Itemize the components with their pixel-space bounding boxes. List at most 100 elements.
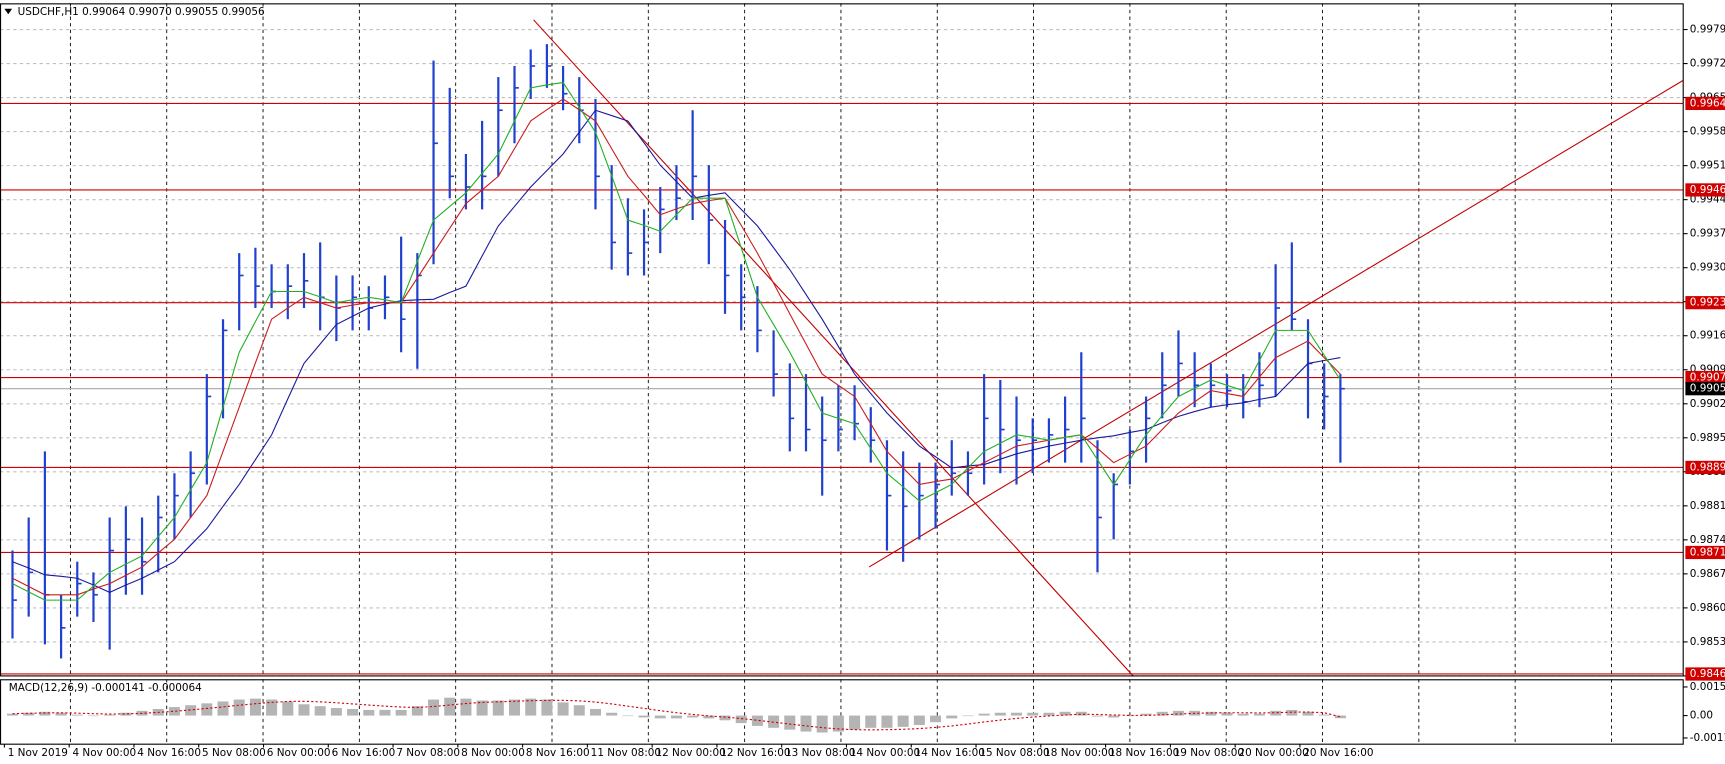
macd-bar [1302, 711, 1314, 716]
macd-bar [1172, 710, 1184, 716]
level-label-box [1685, 460, 1725, 475]
macd-bar [1011, 712, 1023, 716]
x-tick-label: 7 Nov 08:00 [396, 747, 460, 759]
macd-bar [1270, 710, 1282, 716]
macd-bar [670, 715, 682, 719]
macd-bar [1237, 713, 1249, 716]
macd-bar [379, 709, 391, 716]
macd-bar [87, 715, 99, 717]
macd-bar [638, 715, 650, 718]
level-label: 0.98719 [1690, 546, 1725, 558]
macd-bar [217, 701, 229, 716]
macd-bar [751, 715, 763, 726]
macd-bar [719, 715, 731, 721]
y-tick-label: 0.99795 [1690, 24, 1725, 36]
macd-bar [363, 709, 375, 716]
y-tick-label: 0.99165 [1690, 330, 1725, 342]
macd-bar [589, 708, 601, 716]
macd-bar [1205, 711, 1217, 716]
macd-bar [39, 711, 51, 716]
level-label: 0.99233 [1690, 297, 1725, 309]
y-tick-label: 0.98535 [1690, 636, 1725, 648]
macd-bar [687, 715, 699, 718]
x-tick-label: 14 Nov 16:00 [915, 747, 985, 759]
y-tick-label: 0.99305 [1690, 262, 1725, 274]
x-tick-label: 11 Nov 08:00 [591, 747, 661, 759]
macd-bar [881, 715, 893, 728]
y-tick-label: 0.98675 [1690, 568, 1725, 580]
level-label-box [1685, 667, 1725, 681]
moving-average [12, 81, 1341, 601]
macd-bar [1318, 714, 1330, 716]
x-tick-label: 8 Nov 16:00 [526, 747, 590, 759]
macd-bar [201, 703, 213, 716]
macd-bar [800, 715, 812, 732]
macd-bar [444, 697, 456, 716]
y-tick-label: -0.00119 [1690, 732, 1725, 744]
moving-average [12, 98, 1341, 596]
y-tick-label: 0.00 [1690, 710, 1713, 722]
macd-bar [1075, 711, 1087, 716]
macd-bar [492, 700, 504, 716]
macd-bar [962, 715, 974, 717]
menu-triangle[interactable] [4, 8, 13, 15]
macd-bar [71, 714, 83, 716]
macd-bar [703, 715, 715, 719]
macd-bar [557, 702, 569, 716]
x-tick-label: 20 Nov 16:00 [1303, 747, 1373, 759]
macd-bar [1108, 715, 1120, 718]
chart-legend: USDCHF,H1 0.99064 0.99070 0.99055 0.9905… [18, 6, 265, 18]
macd-bar [428, 699, 440, 716]
main-frame [0, 3, 1684, 677]
macd-bar [104, 714, 116, 716]
macd-bar [784, 715, 796, 730]
macd-bar [913, 715, 925, 725]
signal-line [12, 699, 1341, 731]
x-tick-label: 8 Nov 00:00 [461, 747, 525, 759]
macd-bar [23, 712, 35, 716]
macd-bar [120, 712, 132, 716]
macd-bar [1334, 715, 1346, 719]
x-tick-label: 4 Nov 16:00 [137, 747, 201, 759]
macd-bar [395, 709, 407, 716]
y-tick-label: 0.99445 [1690, 194, 1725, 206]
macd-bar [654, 715, 666, 719]
levels [0, 102, 1684, 675]
level-label-box [1685, 296, 1725, 310]
x-tick-label: 19 Nov 08:00 [1174, 747, 1244, 759]
y-tick-label: 0.98605 [1690, 602, 1725, 614]
macd-bar [1091, 715, 1103, 717]
macd-bar [347, 708, 359, 716]
macd-bar [865, 715, 877, 728]
x-tick-label: 12 Nov 00:00 [655, 747, 725, 759]
y-tick-label: 0.99585 [1690, 126, 1725, 138]
macd-frame [0, 679, 1684, 745]
macd-bar [282, 701, 294, 716]
data [6, 44, 1346, 733]
macd-bar [1253, 713, 1265, 716]
macd-bar [978, 713, 990, 716]
frame: USDCHF,H1 0.99064 0.99070 0.99055 0.9905… [0, 3, 1684, 745]
x-tick-label: 4 Nov 00:00 [72, 747, 136, 759]
macd-bar [266, 699, 278, 716]
macd-bar [460, 698, 472, 716]
level-label-box [1685, 370, 1725, 385]
macd-bar [897, 715, 909, 727]
level-label-box [1685, 96, 1725, 111]
current-price-label: 0.99056 [1690, 383, 1725, 395]
y-tick-label: 0.98745 [1690, 534, 1725, 546]
y-tick-label: 0.99375 [1690, 228, 1725, 240]
macd-bar [1156, 711, 1168, 716]
macd-bar [606, 712, 618, 716]
macd-bar [476, 700, 488, 716]
moving-average [12, 109, 1341, 593]
macd-bar [298, 704, 310, 716]
macd-legend: MACD(12,26,9) -0.000141 -0.000064 [9, 682, 202, 694]
labels: 0.997950.997250.996550.995850.995150.994… [8, 24, 1725, 759]
level-label: 0.98894 [1690, 461, 1725, 473]
macd-bar [233, 699, 245, 716]
grid [0, 3, 1688, 748]
macd-bar [314, 706, 326, 716]
